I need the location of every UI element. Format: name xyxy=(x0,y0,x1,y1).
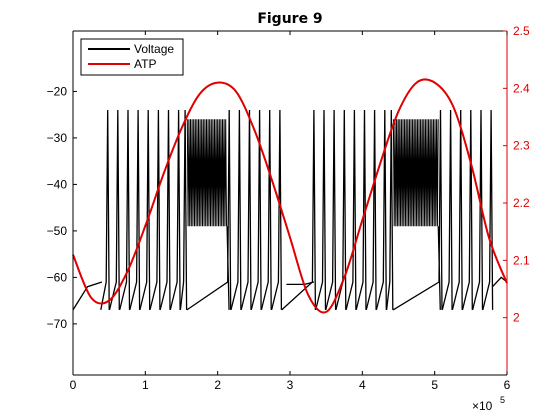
atp-line xyxy=(72,78,508,314)
y-left-tick-label: −60 xyxy=(47,270,68,284)
y-left-tick-label: −30 xyxy=(47,131,68,145)
voltage-spike xyxy=(250,109,262,311)
voltage-spike xyxy=(179,109,188,310)
x-axis-exponent-base: ×10 xyxy=(472,399,493,413)
legend-label-atp: ATP xyxy=(134,57,156,71)
voltage-spike xyxy=(461,109,473,311)
y-left-tick-label: −50 xyxy=(47,224,68,238)
x-tick-label: 4 xyxy=(359,378,366,392)
voltage-spike xyxy=(139,109,151,311)
voltage-spike xyxy=(365,109,377,311)
x-tick-label: 0 xyxy=(70,378,77,392)
y-right-tick-label: 2.2 xyxy=(513,196,530,210)
x-tick-label: 1 xyxy=(142,378,149,392)
voltage-burst xyxy=(392,119,439,227)
voltage-spike xyxy=(119,109,131,311)
y-right-tick-label: 2.3 xyxy=(513,139,530,153)
chart-title: Figure 9 xyxy=(257,11,322,27)
voltage-spike xyxy=(335,109,347,311)
x-tick-label: 2 xyxy=(214,378,221,392)
plot-area xyxy=(73,31,507,375)
voltage-baseline xyxy=(72,281,103,311)
voltage-spike xyxy=(240,109,252,311)
voltage-spike xyxy=(375,109,387,311)
voltage-spike xyxy=(186,109,232,311)
y-right-tick-label: 2.5 xyxy=(513,24,530,38)
x-tick-label: 3 xyxy=(287,378,294,392)
voltage-spike xyxy=(129,109,141,311)
y-left-tick-label: −20 xyxy=(47,84,68,98)
voltage-spike xyxy=(385,109,394,310)
voltage-spike xyxy=(230,109,242,311)
voltage-spike xyxy=(281,109,317,311)
x-tick-label: 5 xyxy=(431,378,438,392)
legend-label-voltage: Voltage xyxy=(134,42,174,56)
y-right-tick-label: 2.4 xyxy=(513,81,530,95)
voltage-spike xyxy=(441,109,453,311)
voltage-spike xyxy=(482,109,494,311)
y-left-tick-label: −40 xyxy=(47,177,68,191)
voltage-spike xyxy=(315,109,327,311)
voltage-spike xyxy=(325,109,337,311)
y-left-tick-label: −70 xyxy=(47,317,68,331)
voltage-spike xyxy=(260,109,272,311)
ticks-layer: 0 1 2 3 4 5 6 −20 −30 −40 −50 −60 −70 2 2.1 2.2 2.3 2.4 2.… xyxy=(47,24,530,392)
voltage-spike xyxy=(169,109,181,311)
voltage-spike xyxy=(345,109,357,311)
x-tick-label: 6 xyxy=(504,378,511,392)
voltage-burst xyxy=(186,119,227,227)
x-axis-exponent-power: 5 xyxy=(500,395,505,405)
legend: Voltage ATP xyxy=(80,38,184,76)
legend-box xyxy=(80,38,184,76)
voltage-spike xyxy=(149,109,161,311)
voltage-spike xyxy=(100,109,110,311)
voltage-burst-exit xyxy=(226,226,230,310)
voltage-spike xyxy=(159,109,171,311)
voltage-spike xyxy=(392,109,443,311)
series-layer xyxy=(72,78,508,314)
voltage-spike xyxy=(451,109,463,311)
voltage-burst-exit xyxy=(437,226,441,310)
y-right-tick-label: 2.1 xyxy=(513,253,530,267)
y-right-tick-label: 2 xyxy=(513,311,520,325)
